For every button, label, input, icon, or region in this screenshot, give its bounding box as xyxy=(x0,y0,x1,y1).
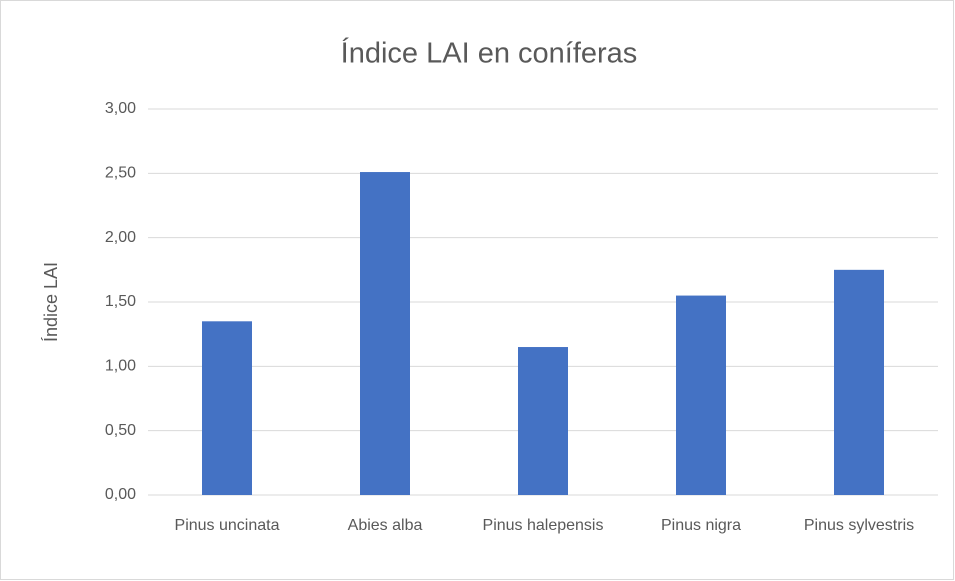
y-tick-label: 2,00 xyxy=(105,229,136,246)
x-tick-label: Pinus halepensis xyxy=(482,517,604,534)
bar xyxy=(676,295,726,495)
chart-title: Índice LAI en coníferas xyxy=(341,37,638,70)
y-tick-label: 0,50 xyxy=(105,422,136,439)
y-tick-label: 2,50 xyxy=(105,165,136,182)
bar xyxy=(518,347,568,495)
bar xyxy=(834,269,884,495)
y-tick-label: 0,00 xyxy=(105,486,136,503)
y-tick-label: 1,00 xyxy=(105,358,136,375)
bar xyxy=(202,321,252,495)
y-tick-label: 1,50 xyxy=(105,293,136,310)
x-tick-label: Pinus nigra xyxy=(660,517,742,534)
x-tick-label: Pinus uncinata xyxy=(174,517,280,534)
bar xyxy=(360,172,410,495)
x-tick-label: Pinus sylvestris xyxy=(803,517,915,534)
x-tick-label: Abies alba xyxy=(347,517,423,534)
y-axis-label: Índice LAI xyxy=(41,262,61,342)
y-tick-label: 3,00 xyxy=(105,100,136,117)
